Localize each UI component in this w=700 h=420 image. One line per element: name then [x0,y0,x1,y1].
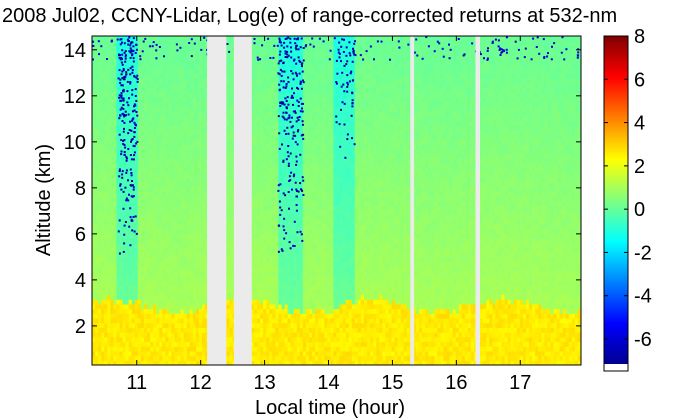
x-tick-label: 11 [126,372,147,394]
plot-frame [91,35,582,366]
y-axis-label: Altitude (km) [33,144,55,256]
heatmap-field [92,36,581,365]
y-axis: 2 4 6 8 10 12 14 [64,40,581,338]
y-tick-label: 12 [64,86,86,108]
x-tick-label: 15 [381,372,403,394]
colorbar-ticks: -6 -4 -2 0 2 4 6 8 [604,26,652,351]
colorbar-fill [604,36,628,365]
colorbar-tick-label: -4 [634,286,652,308]
chart-title: 2008 Jul02, CCNY-Lidar, Log(e) of range-… [2,5,617,27]
colorbar-tick-label: -2 [634,242,652,264]
colorbar-underflow [604,364,628,371]
colorbar-tick-label: 6 [634,69,645,91]
no-data-gaps [207,36,480,365]
colorbar-tick-label: 0 [634,199,645,221]
noise-speckle [92,36,580,255]
colorbar-tick-label: 8 [634,26,645,48]
colorbar-tick-label: 2 [634,156,645,178]
colorbar-tick-label: 4 [634,113,645,135]
x-axis: 11 12 13 14 15 16 17 [126,36,531,394]
x-tick-label: 17 [509,372,531,394]
x-tick-label: 16 [445,372,467,394]
y-tick-label: 8 [75,178,86,200]
colorbar: -6 -4 -2 0 2 4 6 8 [603,26,652,372]
x-tick-label: 13 [253,372,275,394]
plot-area [92,36,581,365]
x-axis-label: Local time (hour) [255,397,405,419]
x-tick-label: 14 [317,372,339,394]
x-tick-label: 12 [190,372,212,394]
y-tick-label: 4 [75,270,86,292]
y-tick-label: 6 [75,224,86,246]
colorbar-frame [603,35,629,372]
y-tick-label: 2 [75,316,86,338]
y-tick-label: 14 [64,40,86,62]
y-tick-label: 10 [64,132,86,154]
colorbar-tick-label: -6 [634,329,652,351]
